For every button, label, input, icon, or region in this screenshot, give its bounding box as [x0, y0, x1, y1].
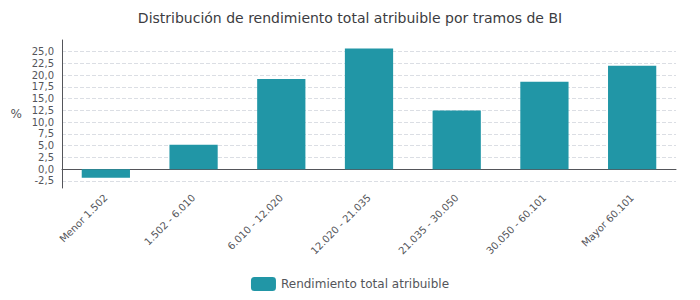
svg-text:17,5: 17,5 [32, 81, 54, 92]
svg-text:-2,5: -2,5 [34, 175, 54, 186]
svg-text:6.010 - 12.020: 6.010 - 12.020 [225, 192, 285, 252]
svg-text:22,5: 22,5 [32, 58, 54, 69]
svg-text:15,0: 15,0 [32, 93, 54, 104]
svg-text:10,0: 10,0 [32, 117, 54, 128]
svg-text:7,5: 7,5 [38, 128, 54, 139]
svg-text:21.035 - 30.050: 21.035 - 30.050 [396, 192, 460, 256]
svg-text:Mayor 60.101: Mayor 60.101 [579, 192, 636, 249]
svg-text:0,0: 0,0 [38, 164, 54, 175]
svg-text:25,0: 25,0 [32, 46, 54, 57]
svg-text:Distribución de rendimiento to: Distribución de rendimiento total atribu… [138, 10, 562, 26]
svg-text:12.020 - 21.035: 12.020 - 21.035 [309, 192, 373, 256]
svg-text:5,0: 5,0 [38, 140, 54, 151]
svg-text:%: % [11, 107, 22, 121]
svg-text:30.050 - 60.101: 30.050 - 60.101 [484, 192, 548, 256]
svg-text:Rendimiento total atribuible: Rendimiento total atribuible [281, 277, 449, 291]
svg-text:Menor 1.502: Menor 1.502 [57, 192, 109, 244]
svg-text:12,5: 12,5 [32, 105, 54, 116]
svg-text:2,5: 2,5 [38, 152, 54, 163]
svg-text:1.502 - 6.010: 1.502 - 6.010 [142, 192, 197, 247]
svg-text:20,0: 20,0 [32, 70, 54, 81]
